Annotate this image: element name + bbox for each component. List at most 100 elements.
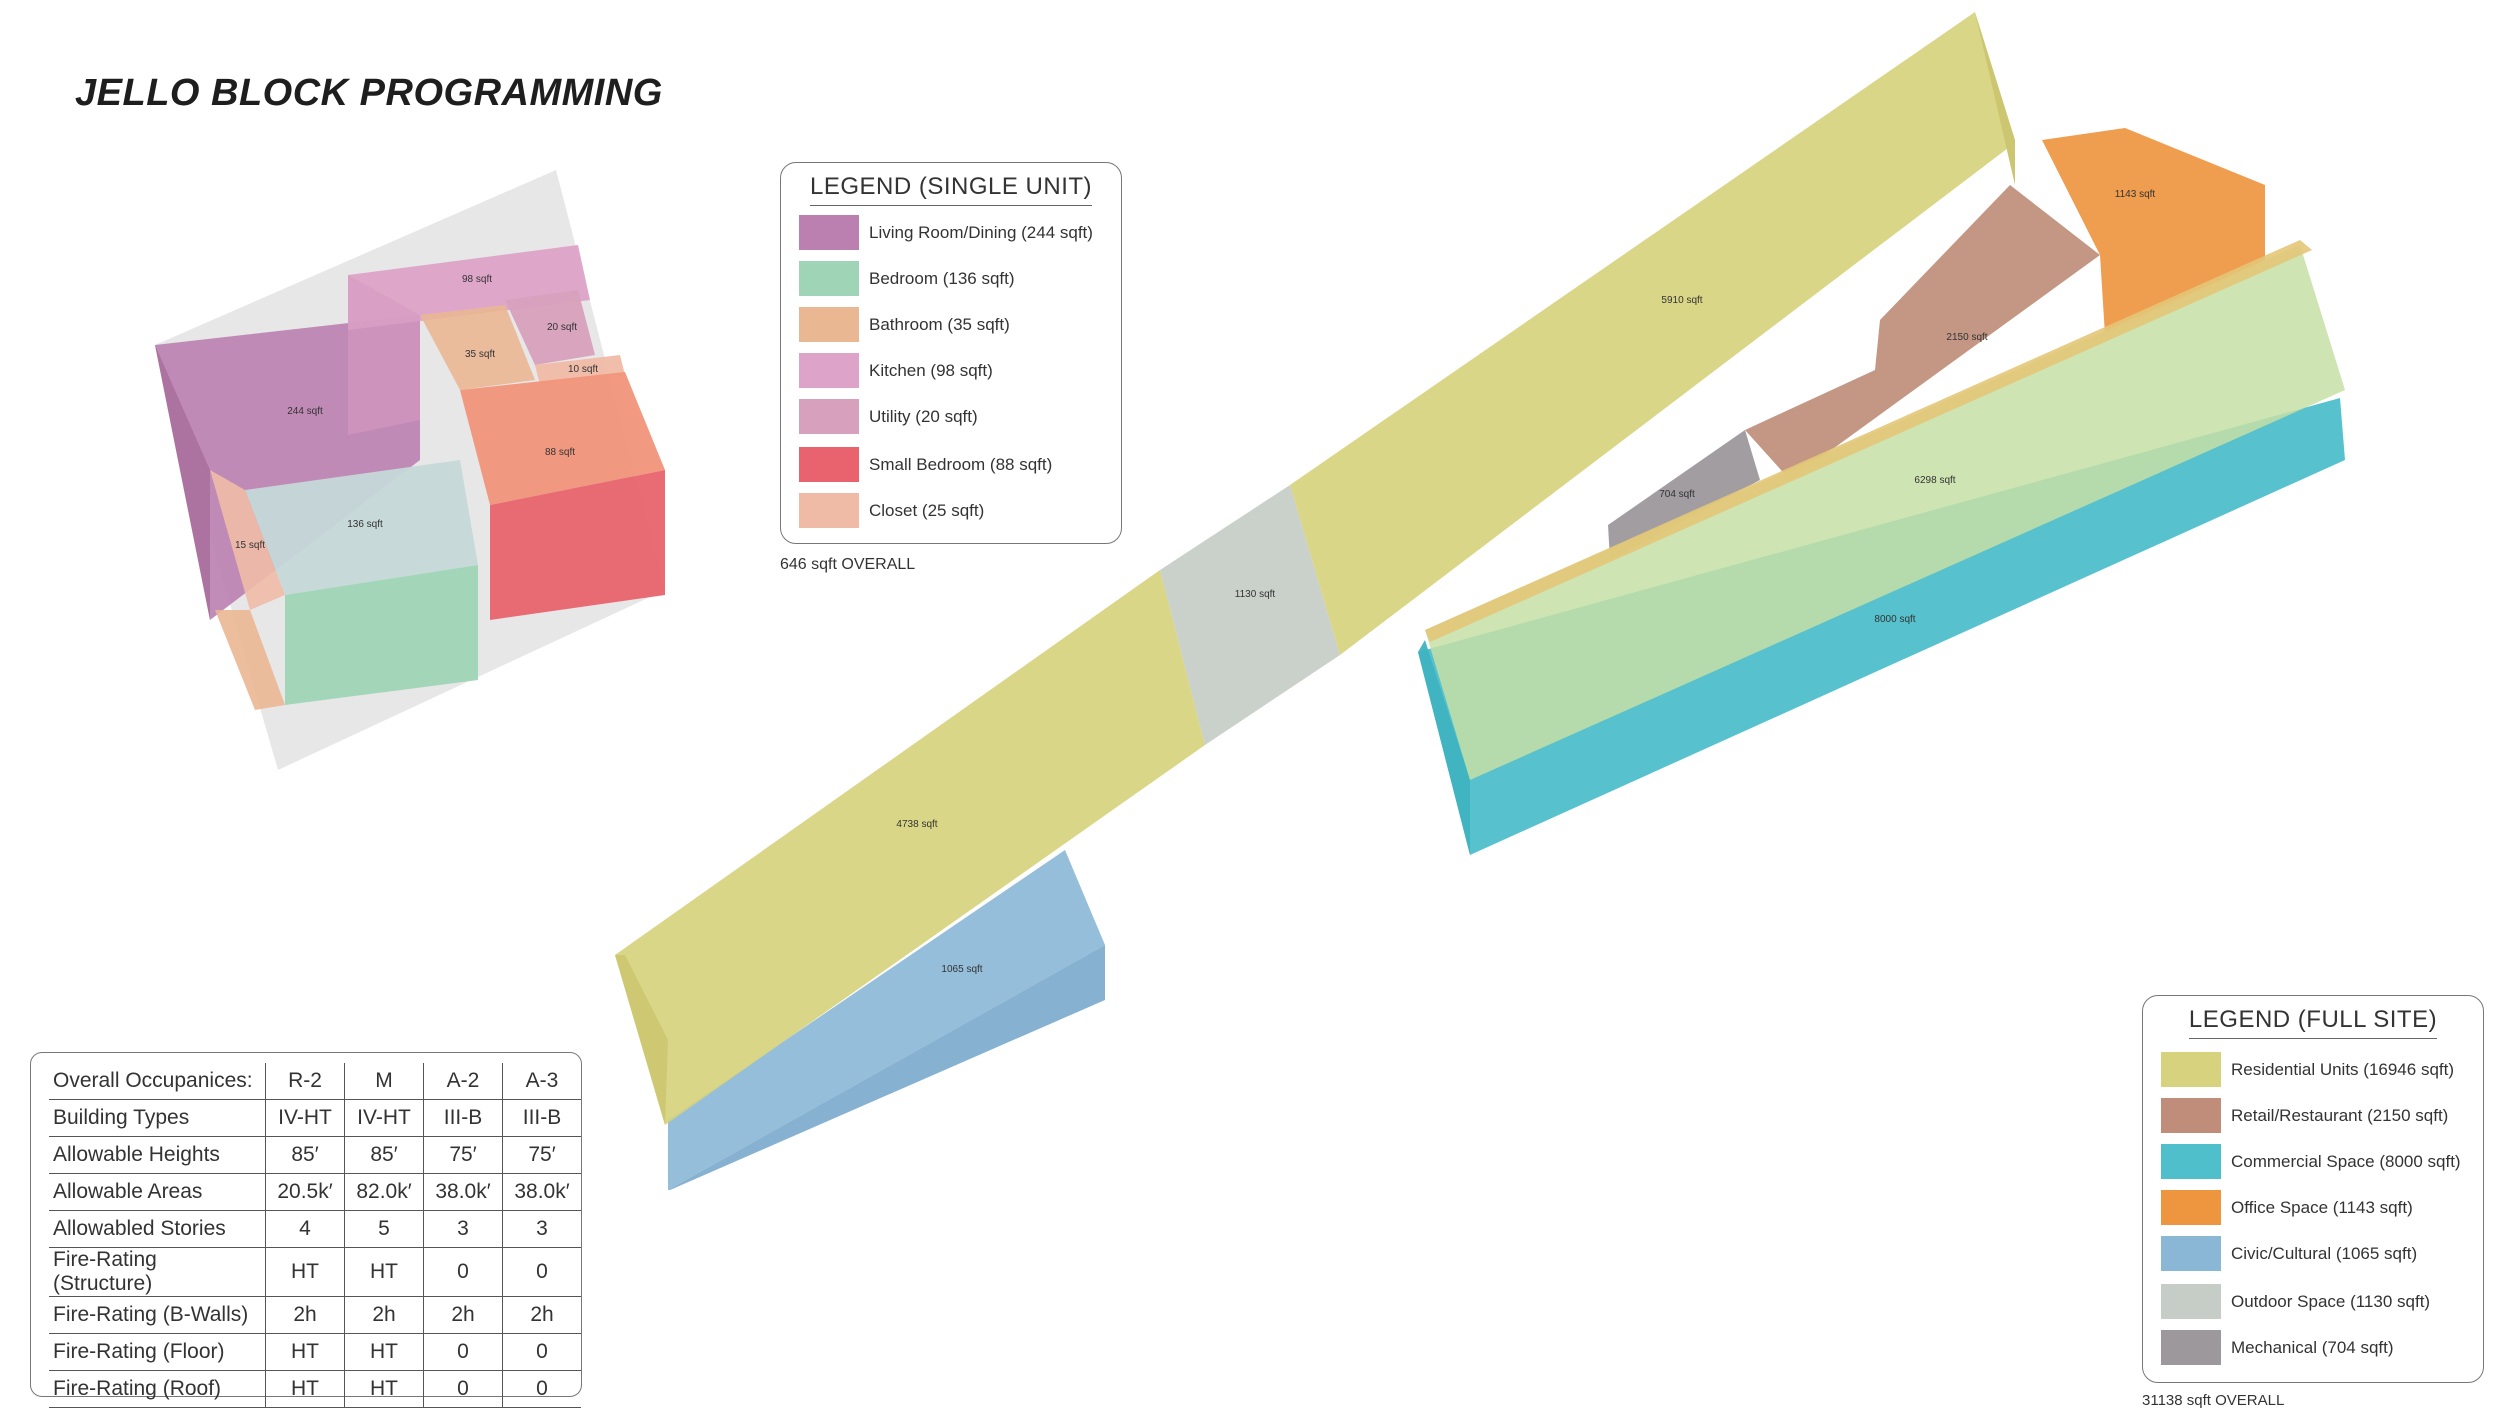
table-cell: 3 [423,1210,503,1248]
legend-swatch [799,307,859,342]
table-cell: 4 [265,1210,345,1248]
table-row: Fire-Rating (Structure) HT HT 0 0 [49,1247,581,1297]
legend-swatch [2161,1098,2221,1133]
legend-label: Residential Units (16946 sqft) [2231,1059,2455,1079]
single-unit-overall: 646 sqft OVERALL [780,556,916,573]
table-row-label: Allowable Areas [49,1173,266,1211]
occupancy-table-box: Overall Occupanices: R-2 M A-2 A-3 Building T… [30,1052,582,1408]
table-row: Building Types IV-HT IV-HT III-B III-B [49,1099,581,1137]
table-cell: HT [344,1370,424,1408]
legend-swatch [799,447,859,482]
full-site-overall: 31138 sqft OVERALL [2142,1392,2285,1409]
site-label: 4738 sqft [896,819,937,830]
table-cell: 75′ [502,1136,581,1174]
legend-single-unit: LEGEND (SINGLE UNIT) Living Room/Dining … [780,162,1122,544]
table-cell: 2h [423,1296,503,1334]
legend-full-site: LEGEND (FULL SITE) Residential Units (16… [2142,995,2484,1383]
table-cell: 38.0k′ [502,1173,581,1211]
unit-label: 35 sqft [465,349,495,360]
table-cell: 85′ [265,1136,345,1174]
table-row: Fire-Rating (B-Walls) 2h 2h 2h 2h [49,1296,581,1334]
site-label: 6298 sqft [1914,475,1955,486]
legend-label: Closet (25 sqft) [869,500,985,520]
table-cell: III-B [502,1099,581,1137]
legend-label: Kitchen (98 sqft) [869,360,993,380]
table-cell: IV-HT [344,1099,424,1137]
table-row-label: Building Types [49,1099,266,1137]
unit-label: 98 sqft [462,274,492,285]
table-cell: IV-HT [265,1099,345,1137]
table-row: Allowabled Stories 4 5 3 3 [49,1210,581,1248]
table-cell: 0 [423,1370,503,1408]
table-cell: HT [265,1333,345,1371]
table-cell: 0 [423,1247,503,1297]
site-label: 704 sqft [1659,489,1695,500]
legend-swatch [799,261,859,296]
occupancy-table: Overall Occupanices: R-2 M A-2 A-3 Building T… [49,1063,581,1408]
site-label: 1065 sqft [941,964,982,975]
legend-item: Retail/Restaurant (2150 sqft) [2161,1098,2448,1133]
table-header-row: Overall Occupanices: R-2 M A-2 A-3 [49,1063,581,1100]
table-row-label: Fire-Rating (Floor) [49,1333,266,1371]
legend-swatch [2161,1284,2221,1319]
legend-item: Outdoor Space (1130 sqft) [2161,1284,2430,1319]
legend-label: Bathroom (35 sqft) [869,314,1010,334]
table-row: Fire-Rating (Roof) HT HT 0 0 [49,1370,581,1408]
table-cell: 38.0k′ [423,1173,503,1211]
table-row-label: Allowable Heights [49,1136,266,1174]
table-row: Allowable Areas 20.5k′ 82.0k′ 38.0k′ 38.0k′ [49,1173,581,1211]
legend-swatch [2161,1052,2221,1087]
legend-item: Office Space (1143 sqft) [2161,1190,2413,1225]
legend-title: LEGEND (SINGLE UNIT) [809,173,1093,206]
table-cell: 2h [344,1296,424,1334]
unit-label: 136 sqft [347,519,383,530]
table-cell: HT [265,1370,345,1408]
table-cell: 0 [502,1247,581,1297]
table-row: Allowable Heights 85′ 85′ 75′ 75′ [49,1136,581,1174]
legend-item: Kitchen (98 sqft) [799,353,993,388]
legend-label: Outdoor Space (1130 sqft) [2231,1291,2431,1311]
table-cell: 82.0k′ [344,1173,424,1211]
table-cell: 85′ [344,1136,424,1174]
legend-label: Bedroom (136 sqft) [869,268,1015,288]
unit-label: 244 sqft [287,406,323,417]
unit-label: 88 sqft [545,447,575,458]
site-label: 1143 sqft [2115,189,2156,200]
legend-label: Commercial Space (8000 sqft) [2231,1151,2461,1171]
legend-swatch [2161,1144,2221,1179]
legend-swatch [799,353,859,388]
table-cell: 0 [502,1333,581,1371]
legend-swatch [799,399,859,434]
legend-swatch [2161,1330,2221,1365]
table-cell: 2h [502,1296,581,1334]
legend-label: Mechanical (704 sqft) [2231,1337,2394,1357]
legend-item: Bathroom (35 sqft) [799,307,1010,342]
legend-label: Living Room/Dining (244 sqft) [869,222,1093,242]
site-label: 2150 sqft [1946,332,1987,343]
legend-item: Commercial Space (8000 sqft) [2161,1144,2461,1179]
table-cell: R-2 [265,1063,345,1100]
unit-label: 20 sqft [547,322,577,333]
site-diagram: 5910 sqft 1143 sqft 2150 sqft 704 sqft 6… [615,12,2345,1190]
legend-swatch [799,215,859,250]
table-cell: HT [344,1333,424,1371]
table-row: Fire-Rating (Floor) HT HT 0 0 [49,1333,581,1371]
site-label: 1130 sqft [1235,589,1276,600]
table-cell: HT [344,1247,424,1297]
legend-item: Civic/Cultural (1065 sqft) [2161,1236,2417,1271]
table-cell: HT [265,1247,345,1297]
site-label: 8000 sqft [1874,614,1915,625]
unit-label: 10 sqft [568,364,598,375]
legend-label: Office Space (1143 sqft) [2231,1197,2413,1217]
legend-item: Bedroom (136 sqft) [799,261,1015,296]
legend-label: Retail/Restaurant (2150 sqft) [2231,1105,2449,1125]
table-row-label: Overall Occupanices: [49,1063,266,1100]
legend-item: Utility (20 sqft) [799,399,978,434]
table-cell: 3 [502,1210,581,1248]
table-cell: 75′ [423,1136,503,1174]
legend-item: Mechanical (704 sqft) [2161,1330,2394,1365]
table-cell: M [344,1063,424,1100]
legend-item: Closet (25 sqft) [799,493,984,528]
legend-title: LEGEND (FULL SITE) [2188,1006,2438,1039]
table-cell: 0 [423,1333,503,1371]
